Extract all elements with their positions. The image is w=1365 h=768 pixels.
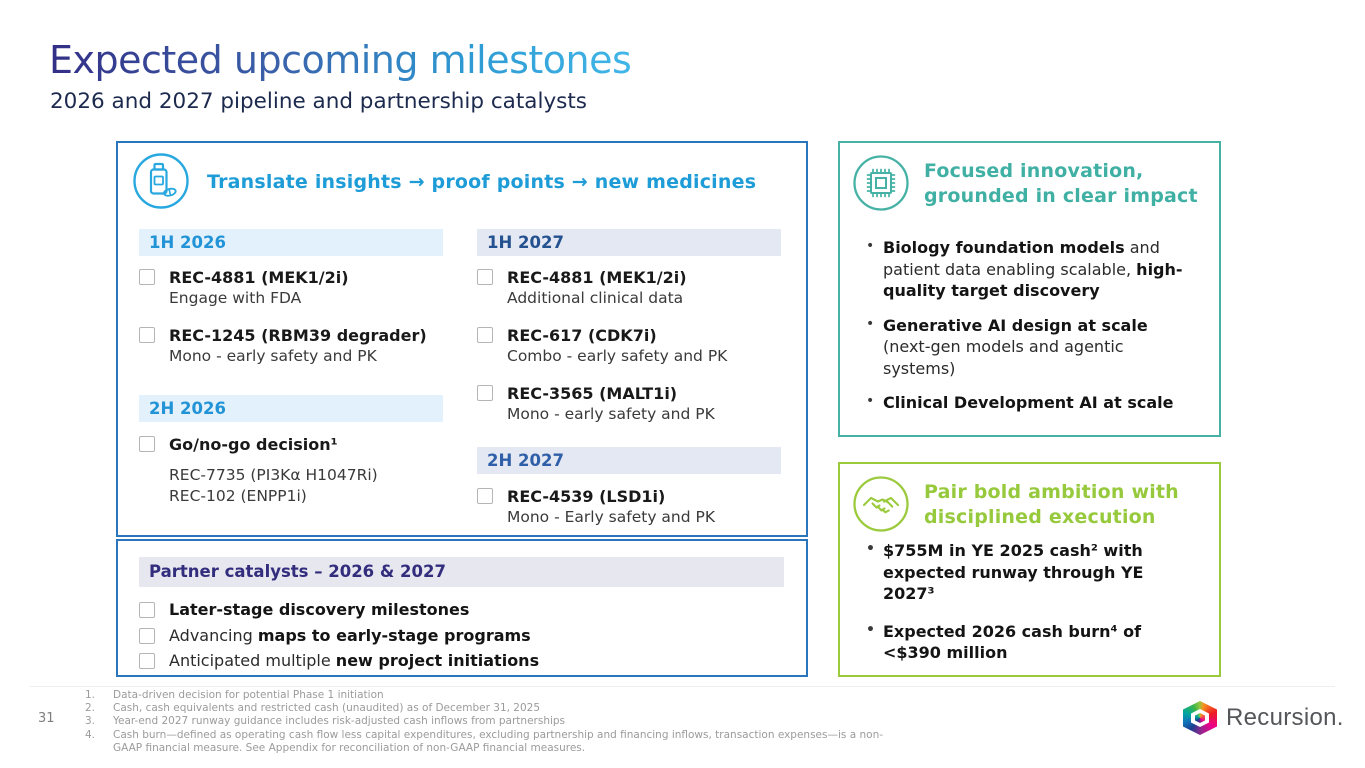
- partner-item: Later-stage discovery milestones: [139, 597, 539, 623]
- checkbox-icon: [477, 488, 493, 504]
- milestone-rec1245: REC-1245 (RBM39 degrader) Mono - early s…: [139, 325, 443, 367]
- execution-panel: Pair bold ambition with disciplined exec…: [838, 462, 1221, 677]
- checkbox-icon: [139, 602, 155, 618]
- chip-icon: [852, 154, 910, 216]
- partner-item-prefix: Anticipated multiple: [169, 651, 336, 670]
- pipeline-column-2027: 1H 2027 REC-4881 (MEK1/2i) Additional cl…: [477, 229, 781, 528]
- page-title: Expected upcoming milestones: [49, 38, 632, 82]
- checkbox-icon: [477, 269, 493, 285]
- bullet-text: (next-gen models and agentic systems): [883, 337, 1124, 378]
- bullet-item: Generative AI design at scale (next-gen …: [864, 314, 1200, 380]
- footnote-text: Cash, cash equivalents and restricted ca…: [113, 702, 541, 715]
- innovation-panel: Focused innovation, grounded in clear im…: [838, 141, 1221, 437]
- pipeline-header: Translate insights → proof points → new …: [207, 171, 757, 193]
- bullet-item: Biology foundation models and patient da…: [864, 236, 1200, 302]
- milestone-subtitle: Mono - early safety and PK: [169, 347, 377, 365]
- milestone-subtitle: Mono - early safety and PK: [507, 405, 715, 423]
- recursion-wordmark: Recursion.: [1226, 704, 1344, 731]
- checkbox-icon: [139, 269, 155, 285]
- partner-header: Partner catalysts – 2026 & 2027: [139, 557, 784, 587]
- partner-item-text: new project initiations: [335, 651, 540, 670]
- bullet-item: $755M in YE 2025 cash² with expected run…: [864, 539, 1176, 605]
- milestone-title: REC-3565 (MALT1i): [507, 384, 678, 403]
- execution-header-line2: disciplined execution: [924, 506, 1156, 528]
- milestone-rec4539: REC-4539 (LSD1i) Mono - Early safety and…: [477, 486, 781, 528]
- recursion-logo: Recursion.: [1183, 701, 1344, 735]
- partner-catalysts-panel: Partner catalysts – 2026 & 2027 Later-st…: [116, 539, 808, 677]
- innovation-bullets: Biology foundation models and patient da…: [864, 236, 1200, 427]
- footnote: 2. Cash, cash equivalents and restricted …: [85, 702, 905, 715]
- bullet-item: Clinical Development AI at scale: [864, 391, 1200, 414]
- pipeline-panel: Translate insights → proof points → new …: [116, 141, 808, 537]
- checkbox-icon: [139, 327, 155, 343]
- section-header-1h-2026: 1H 2026: [139, 229, 443, 256]
- bullet-item: Expected 2026 cash burn⁴ of <$390 millio…: [864, 620, 1176, 664]
- footnote: 1. Data-driven decision for potential Pha…: [85, 689, 905, 702]
- milestone-gonogo: Go/no-go decision¹ REC-7735 (PI3Kα H1047…: [139, 434, 443, 507]
- section-header-2h-2027: 2H 2027: [477, 447, 781, 474]
- milestone-rec617: REC-617 (CDK7i) Combo - early safety and…: [477, 325, 781, 367]
- partner-item: Anticipated multiple new project initiat…: [139, 648, 539, 674]
- milestone-rec4881-2027: REC-4881 (MEK1/2i) Additional clinical d…: [477, 267, 781, 309]
- milestone-rec3565: REC-3565 (MALT1i) Mono - early safety an…: [477, 383, 781, 425]
- page-number: 31: [38, 711, 55, 726]
- footnote: 4. Cash burn—defined as operating cash fl…: [85, 729, 905, 755]
- footer-divider: [30, 686, 1335, 687]
- bullet-bold-text: Generative AI design at scale: [883, 315, 1148, 335]
- partner-item: Advancing maps to early-stage programs: [139, 623, 539, 649]
- footnote-number: 2.: [85, 702, 96, 715]
- partner-item-prefix: Advancing: [169, 625, 258, 645]
- milestone-subtitle: REC-7735 (PI3Kα H1047Ri): [169, 466, 378, 484]
- innovation-header: Focused innovation, grounded in clear im…: [924, 159, 1198, 209]
- milestone-rec4881-2026: REC-4881 (MEK1/2i) Engage with FDA: [139, 267, 443, 309]
- pipeline-column-2026: 1H 2026 REC-4881 (MEK1/2i) Engage with F…: [139, 229, 443, 507]
- footnote-text: Data-driven decision for potential Phase…: [113, 689, 384, 701]
- checkbox-icon: [139, 653, 155, 669]
- partner-item-text: maps to early-stage programs: [257, 625, 531, 645]
- milestone-title: REC-4539 (LSD1i): [507, 487, 666, 506]
- footnote-number: 1.: [85, 689, 96, 701]
- innovation-header-line2: grounded in clear impact: [924, 185, 1198, 207]
- footnote-text: Cash burn—defined as operating cash flow…: [113, 728, 884, 754]
- execution-header: Pair bold ambition with disciplined exec…: [924, 480, 1179, 530]
- footnote-number: 4.: [85, 728, 96, 741]
- bullet-bold-text: Biology foundation models: [883, 238, 1125, 257]
- footnotes: 1. Data-driven decision for potential Pha…: [85, 689, 905, 755]
- partner-item-text: Later-stage discovery milestones: [169, 600, 470, 619]
- milestone-subtitle: Engage with FDA: [169, 289, 302, 307]
- footnote: 3. Year-end 2027 runway guidance includes…: [85, 715, 905, 728]
- execution-bullets: $755M in YE 2025 cash² with expected run…: [864, 539, 1176, 680]
- checkbox-icon: [477, 327, 493, 343]
- milestone-title: Go/no-go decision¹: [169, 435, 338, 454]
- page-subtitle: 2026 and 2027 pipeline and partnership c…: [50, 89, 587, 114]
- bullet-bold-text: Clinical Development AI at scale: [883, 393, 1174, 412]
- milestone-title: REC-4881 (MEK1/2i): [507, 268, 687, 287]
- checkbox-icon: [477, 385, 493, 401]
- handshake-icon: [852, 475, 910, 537]
- milestone-title: REC-4881 (MEK1/2i): [169, 268, 349, 287]
- execution-header-line1: Pair bold ambition with: [924, 481, 1179, 503]
- recursion-hexagon-icon: [1183, 701, 1217, 735]
- footnote-text: Year-end 2027 runway guidance includes r…: [113, 715, 566, 728]
- footnote-number: 3.: [85, 715, 96, 728]
- partner-rows: Later-stage discovery milestones Advanci…: [139, 597, 539, 674]
- milestone-subtitle: Additional clinical data: [507, 289, 684, 307]
- section-header-2h-2026: 2H 2026: [139, 395, 443, 422]
- milestone-title: REC-617 (CDK7i): [507, 326, 657, 345]
- milestone-subtitle: Combo - early safety and PK: [507, 347, 728, 365]
- milestone-subtitle: REC-102 (ENPP1i): [169, 487, 307, 505]
- section-header-1h-2027: 1H 2027: [477, 229, 781, 256]
- bullet-bold-text: high-quality target discovery: [883, 259, 1183, 301]
- checkbox-icon: [139, 627, 155, 644]
- checkbox-icon: [139, 436, 155, 452]
- milestone-title: REC-1245 (RBM39 degrader): [169, 326, 427, 345]
- milestone-subtitle: Mono - Early safety and PK: [507, 508, 716, 526]
- innovation-header-line1: Focused innovation,: [924, 160, 1144, 182]
- pill-bottle-icon: [132, 152, 190, 214]
- bullet-text: and patient data enabling scalable,: [883, 238, 1160, 279]
